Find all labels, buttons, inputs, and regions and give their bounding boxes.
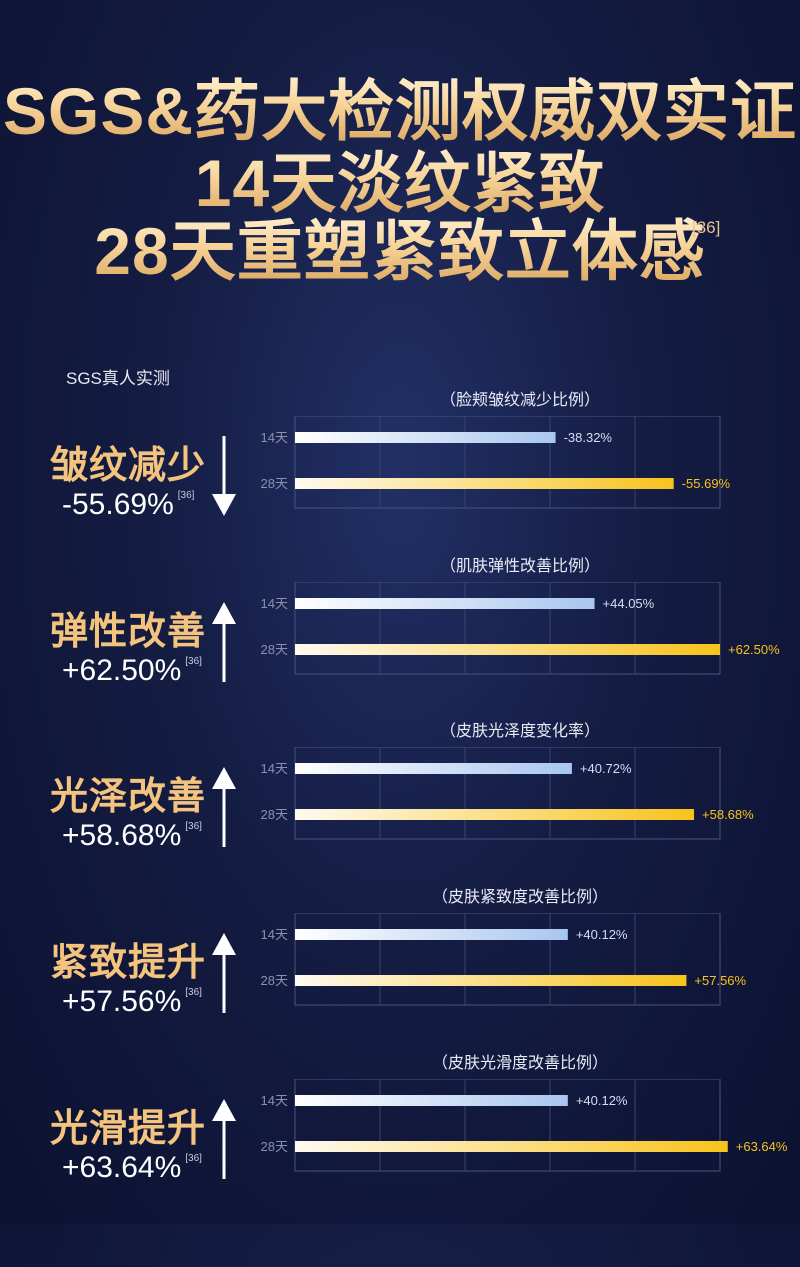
arrow-up-icon (212, 602, 236, 682)
bar-14-day (295, 929, 568, 940)
section-label: SGS真人实测 (66, 369, 170, 388)
tick-label: 14天 (261, 927, 288, 942)
metric-value-text: -55.69% (62, 488, 174, 521)
bar-chart: （皮肤光滑度改善比例） 14天 +40.12% 28天 +63.64% (240, 1049, 800, 1179)
chart-title: （皮肤光泽度变化率） (439, 723, 600, 740)
data-label: +40.12% (576, 927, 628, 942)
metric-reference: [36] (185, 656, 202, 667)
tick-label: 28天 (261, 642, 288, 657)
metric-value: +63.64% [36] (62, 1151, 202, 1185)
tick-label: 28天 (261, 476, 288, 491)
data-label: -55.69% (682, 476, 731, 491)
chart-title: （肌肤弹性改善比例） (439, 558, 600, 575)
tick-label: 14天 (261, 596, 288, 611)
data-label: +44.05% (603, 596, 655, 611)
metric-name: 皱纹减少 (50, 445, 207, 487)
arrow-up-icon (212, 767, 236, 847)
chart-plot: 14天 -38.32% 28天 -55.69% (261, 416, 731, 509)
data-label: +62.50% (728, 642, 780, 657)
bar-14-day (295, 432, 556, 443)
chart-plot: 14天 +40.12% 28天 +63.64% (261, 1079, 788, 1172)
metric-name: 光滑提升 (50, 1108, 207, 1150)
bar-28-day (295, 644, 720, 655)
metric-reference: [36] (185, 987, 202, 998)
bar-14-day (295, 1095, 568, 1106)
tick-label: 28天 (261, 973, 288, 988)
metric-value: +57.56% [36] (62, 985, 202, 1019)
metric-value: +58.68% [36] (62, 819, 202, 853)
bar-14-day (295, 763, 572, 774)
arrow-up-icon (212, 933, 236, 1013)
metric-value: +62.50% [36] (62, 654, 202, 688)
headline-line-3: 28天重塑紧致立体感 (0, 218, 800, 284)
metric-block: 弹性改善 +62.50% [36] (0, 600, 260, 770)
metric-value-text: +57.56% (62, 985, 182, 1018)
tick-label: 28天 (261, 807, 288, 822)
bar-14-day (295, 598, 595, 609)
data-label: +57.56% (694, 973, 746, 988)
chart-title: （脸颊皱纹减少比例） (439, 392, 600, 409)
chart-plot: 14天 +40.12% 28天 +57.56% (261, 913, 747, 1006)
data-label: +63.64% (736, 1139, 788, 1154)
chart-frame (294, 1079, 721, 1172)
data-label: +58.68% (702, 807, 754, 822)
data-label: +40.12% (576, 1093, 628, 1108)
metric-block: 光泽改善 +58.68% [36] (0, 765, 260, 935)
tick-label: 14天 (261, 761, 288, 776)
metric-block: 皱纹减少 -55.69% [36] (0, 434, 260, 604)
bar-28-day (295, 809, 695, 820)
bar-chart: （肌肤弹性改善比例） 14天 +44.05% 28天 +62.50% (240, 552, 800, 682)
tick-label: 28天 (261, 1139, 288, 1154)
metric-reference: [36] (185, 1153, 202, 1164)
bar-chart: （皮肤光泽度变化率） 14天 +40.72% 28天 +58.68% (240, 717, 800, 847)
metric-value: -55.69% [36] (62, 488, 194, 522)
metric-name: 光泽改善 (50, 776, 207, 818)
metric-value-text: +58.68% (62, 819, 182, 852)
bar-28-day (295, 478, 674, 489)
bar-28-day (295, 1141, 728, 1152)
data-label: -38.32% (564, 430, 613, 445)
headline-reference: [36] (692, 218, 721, 237)
chart-plot: 14天 +44.05% 28天 +62.50% (261, 582, 780, 675)
metric-name: 紧致提升 (50, 942, 207, 984)
metric-value-text: +63.64% (62, 1151, 182, 1184)
headline-text-2: 14天淡纹紧致 (194, 146, 606, 220)
headline-text-3: 28天重塑紧致立体感 (94, 214, 706, 288)
metric-reference: [36] (185, 821, 202, 832)
chart-title: （皮肤紧致度改善比例） (431, 889, 608, 906)
tick-label: 14天 (261, 430, 288, 445)
bar-chart: （皮肤紧致度改善比例） 14天 +40.12% 28天 +57.56% (240, 883, 800, 1013)
metric-block: 紧致提升 +57.56% [36] (0, 931, 260, 1101)
chart-frame (294, 582, 721, 675)
tick-label: 14天 (261, 1093, 288, 1108)
metric-value-text: +62.50% (62, 654, 182, 687)
chart-title: （皮肤光滑度改善比例） (431, 1055, 608, 1072)
chart-frame (294, 747, 721, 840)
metric-block: 光滑提升 +63.64% [36] (0, 1097, 260, 1267)
headline-line-1: SGS&药大检测权威双实证 (0, 78, 800, 144)
chart-plot: 14天 +40.72% 28天 +58.68% (261, 747, 754, 840)
bar-28-day (295, 975, 687, 986)
arrow-up-icon (212, 1099, 236, 1179)
arrow-down-icon (212, 436, 236, 516)
data-label: +40.72% (580, 761, 632, 776)
headline-line-2: 14天淡纹紧致 (0, 150, 800, 216)
metric-reference: [36] (177, 490, 195, 501)
bar-chart: （脸颊皱纹减少比例） 14天 -38.32% 28天 -55.69% (240, 386, 800, 516)
chart-frame (294, 416, 721, 509)
metric-name: 弹性改善 (50, 611, 207, 653)
chart-frame (294, 913, 721, 1006)
headline-text-1: SGS&药大检测权威双实证 (2, 74, 798, 148)
